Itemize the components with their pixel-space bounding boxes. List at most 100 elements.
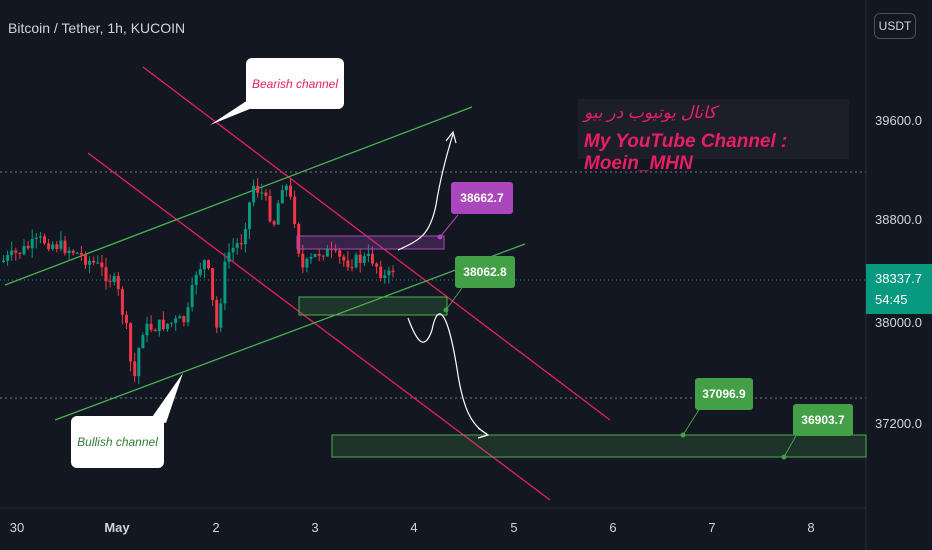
- tag-low1-pointer: [682, 407, 701, 436]
- time-label-6: 6: [609, 520, 617, 535]
- candle-body: [63, 240, 67, 254]
- tag-upper-anchor: [437, 234, 443, 240]
- bearish-channel-callout[interactable]: Bearish channel: [246, 58, 344, 109]
- price-tag-36903[interactable]: 36903.7: [793, 404, 853, 436]
- promo-persian-line: کانال یوتیوب در بیو: [584, 103, 717, 122]
- currency-button[interactable]: USDT: [874, 13, 916, 39]
- candle-body: [334, 249, 338, 251]
- candle-body: [202, 260, 206, 270]
- candle-body: [223, 261, 227, 304]
- time-label-may: May: [104, 520, 130, 535]
- candle-body: [190, 285, 194, 308]
- candle-body: [248, 202, 251, 229]
- candle-body: [276, 203, 280, 225]
- candle-body: [14, 250, 18, 253]
- candle-body: [227, 252, 231, 262]
- candle-body: [10, 250, 14, 256]
- candle-body: [252, 185, 256, 203]
- price-label-37200: 37200.0: [875, 416, 922, 431]
- bullish-channel-callout[interactable]: Bullish channel: [71, 416, 164, 468]
- time-label-3: 3: [311, 520, 319, 535]
- candle-body: [104, 267, 108, 282]
- candle-body: [215, 299, 219, 328]
- bearish-channel-upper: [142, 66, 611, 421]
- candle-body: [92, 260, 96, 263]
- time-label-8: 8: [807, 520, 815, 535]
- candle-body: [67, 250, 71, 254]
- candle-body: [2, 260, 5, 262]
- lower-range-box: [298, 296, 448, 316]
- candle-body: [371, 253, 374, 264]
- candle-body: [239, 243, 243, 245]
- candle-body: [243, 228, 247, 245]
- candle-body: [137, 348, 141, 377]
- candle-body: [26, 245, 30, 249]
- candle-body: [366, 253, 370, 257]
- bearish-projection-arrowhead: [477, 427, 490, 439]
- candle-body: [289, 185, 292, 197]
- candle-body: [108, 281, 112, 283]
- candle-body: [358, 254, 362, 263]
- tag-low1-anchor: [680, 432, 686, 438]
- promo-text-box[interactable]: کانال یوتیوب در بیو My YouTube Channel :…: [578, 99, 849, 174]
- candle-body: [174, 318, 178, 323]
- candle-body: [79, 252, 83, 255]
- upper-range-box: [296, 235, 445, 250]
- target-zone-box: [331, 434, 867, 458]
- promo-youtube-line: My YouTube Channel : Moein_MHN: [584, 131, 788, 174]
- candle-body: [354, 254, 358, 268]
- candle-body: [88, 260, 92, 265]
- candle-body: [178, 316, 182, 319]
- candle-body: [321, 255, 325, 257]
- tag-upper-pointer: [439, 214, 459, 238]
- price-tag-38062[interactable]: 38062.8: [455, 256, 515, 288]
- candlestick-series: [2, 178, 395, 385]
- candle-body: [133, 361, 137, 377]
- candle-body: [182, 316, 186, 323]
- candle-body: [207, 260, 210, 269]
- current-price-value: 38337.7: [875, 271, 922, 286]
- candle-body: [125, 314, 128, 324]
- candle-body: [293, 196, 297, 224]
- candle-body: [264, 192, 268, 196]
- time-label-30: 30: [9, 520, 25, 535]
- tag-low2-anchor: [781, 454, 787, 460]
- price-label-39600: 39600.0: [875, 113, 922, 128]
- price-label-38800: 38800.0: [875, 212, 922, 227]
- price-tag-37096[interactable]: 37096.9: [695, 378, 753, 410]
- time-label-4: 4: [410, 520, 418, 535]
- candle-body: [350, 267, 354, 269]
- bullish-bubble-tail: [150, 373, 183, 423]
- candle-body: [317, 254, 321, 256]
- candle-body: [272, 221, 276, 225]
- tag-mid-pointer: [445, 287, 463, 311]
- price-tag-38662[interactable]: 38662.7: [451, 182, 513, 214]
- candle-body: [346, 260, 350, 268]
- tag-mid-anchor: [443, 307, 449, 313]
- candle-body: [153, 329, 157, 332]
- candle-body: [71, 250, 75, 254]
- candle-body: [309, 257, 313, 259]
- candle-body: [325, 248, 329, 257]
- current-price-tag: 38337.7 54:45: [866, 264, 932, 314]
- candle-body: [198, 269, 202, 275]
- candle-body: [161, 319, 165, 330]
- candle-body: [38, 236, 42, 238]
- candle-body: [6, 255, 10, 261]
- time-label-5: 5: [510, 520, 518, 535]
- candle-body: [55, 244, 59, 249]
- candle-body: [342, 256, 346, 261]
- candle-body: [30, 238, 34, 249]
- candle-body: [301, 253, 305, 268]
- bearish-channel-lower: [87, 152, 551, 501]
- candle-body: [170, 322, 174, 324]
- candle-body: [305, 258, 309, 268]
- candle-body: [268, 195, 272, 222]
- time-label-7: 7: [708, 520, 716, 535]
- candle-body: [43, 236, 46, 244]
- candle-body: [100, 262, 104, 268]
- candle-body: [284, 185, 288, 191]
- candle-body: [51, 244, 55, 250]
- candle-body: [145, 323, 149, 336]
